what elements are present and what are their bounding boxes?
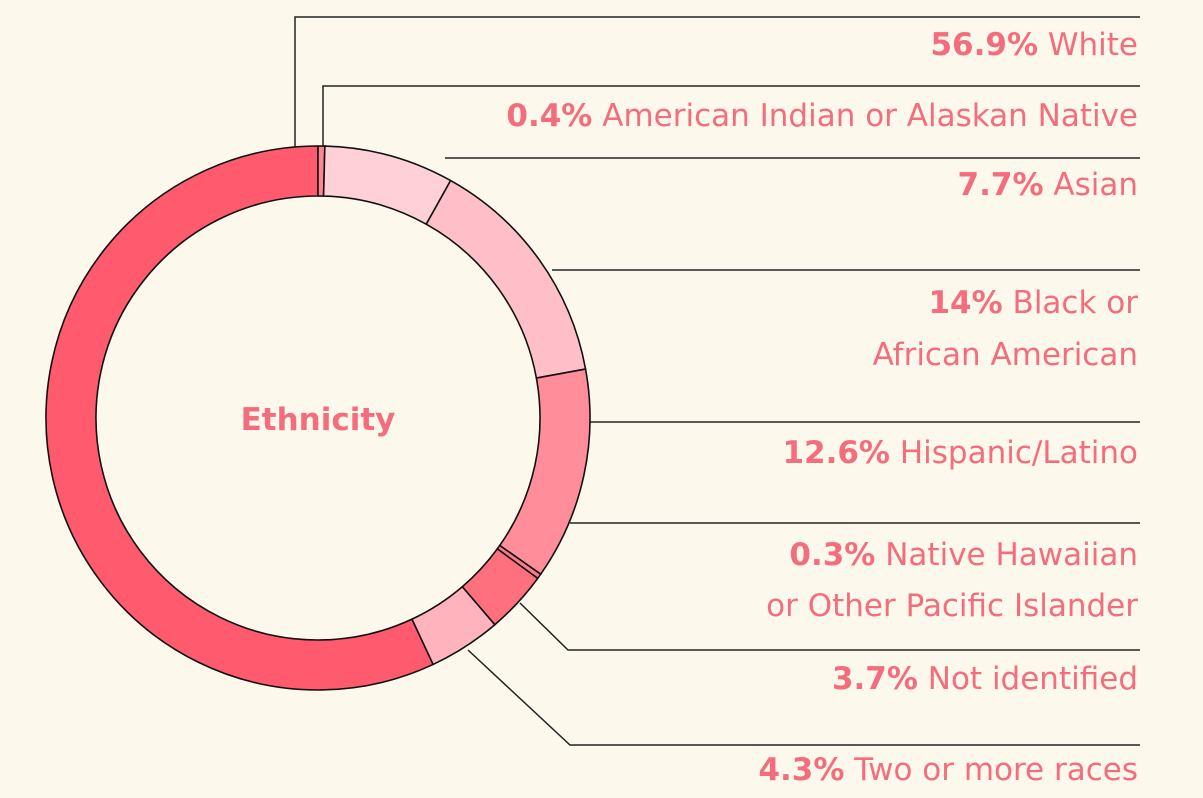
donut-segment: [498, 368, 591, 576]
category-label: Black or: [1013, 285, 1139, 321]
value-label: 3.7%: [832, 661, 918, 697]
category-label: White: [1048, 27, 1138, 63]
value-label: 56.9%: [930, 27, 1038, 63]
legend-label: 7.7% Asian: [958, 167, 1138, 203]
legend-label: 4.3% Two or more races: [758, 752, 1138, 788]
legend-label: 3.7% Not identified: [832, 661, 1138, 697]
value-label: 14%: [928, 285, 1002, 321]
donut-segment: [410, 585, 496, 666]
value-label: 7.7%: [958, 167, 1044, 203]
leader-line: [467, 649, 1140, 746]
category-label: Asian: [1053, 167, 1138, 203]
category-label: African American: [873, 337, 1138, 373]
donut-segment: [45, 145, 435, 691]
legend-label: African American: [873, 337, 1138, 373]
legend-label: 14% Black or: [928, 285, 1138, 321]
leader-line: [294, 16, 1140, 150]
category-label: Two or more races: [853, 752, 1138, 788]
leader-line: [519, 602, 1140, 651]
category-label: or Other Pacific Islander: [766, 588, 1138, 624]
center-label: Ethnicity: [241, 402, 396, 438]
donut-segment: [322, 145, 452, 226]
legend-label: 56.9% White: [930, 27, 1138, 63]
value-label: 0.4%: [506, 98, 592, 134]
donut-segment: [425, 179, 587, 380]
value-label: 0.3%: [789, 537, 875, 573]
leader-line: [322, 85, 1140, 150]
category-label: Native Hawaiian: [885, 537, 1138, 573]
category-label: American Indian or Alaskan Native: [602, 98, 1138, 134]
leader-lines: [294, 16, 1140, 746]
category-label: Not identified: [928, 661, 1138, 697]
legend-label: 0.3% Native Hawaiian: [789, 537, 1138, 573]
legend-label: 0.4% American Indian or Alaskan Native: [506, 98, 1138, 134]
legend-label: or Other Pacific Islander: [766, 588, 1138, 624]
value-label: 4.3%: [758, 752, 844, 788]
value-label: 12.6%: [782, 435, 890, 471]
legend-label: 12.6% Hispanic/Latino: [782, 435, 1138, 471]
category-label: Hispanic/Latino: [900, 435, 1138, 471]
